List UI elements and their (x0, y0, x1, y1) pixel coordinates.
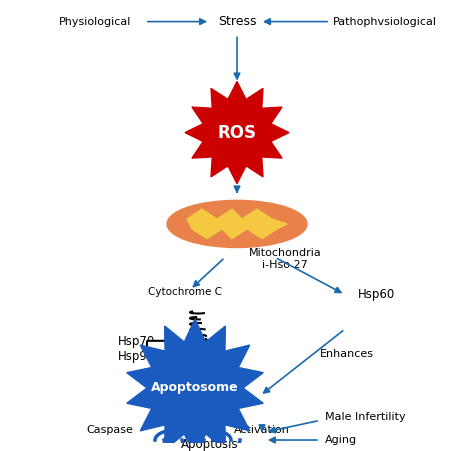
Text: Apaf 1: Apaf 1 (182, 347, 218, 357)
Text: Stress: Stress (218, 15, 256, 28)
Ellipse shape (167, 200, 307, 248)
Text: Male Infertility: Male Infertility (325, 412, 406, 423)
Text: Pathophvsiological: Pathophvsiological (333, 17, 437, 27)
Polygon shape (185, 82, 289, 184)
Text: Apoptosome: Apoptosome (151, 382, 239, 395)
Text: Hsp60: Hsp60 (358, 288, 395, 301)
Polygon shape (195, 339, 207, 365)
Text: Cytochrome C: Cytochrome C (148, 287, 222, 297)
Text: Caspase: Caspase (87, 425, 134, 435)
Text: Mitochondria: Mitochondria (249, 249, 321, 258)
Text: i-Hso 27: i-Hso 27 (262, 260, 308, 270)
Text: Physiological: Physiological (59, 17, 131, 27)
FancyBboxPatch shape (147, 341, 179, 353)
Text: Aging: Aging (325, 435, 357, 445)
Polygon shape (127, 319, 263, 451)
Text: Enhances: Enhances (320, 349, 374, 359)
Text: Hsp90: Hsp90 (118, 350, 155, 363)
Text: ROS: ROS (218, 124, 256, 142)
Text: Cascade: Cascade (166, 425, 214, 435)
Text: Apoptosis: Apoptosis (181, 438, 239, 451)
Text: Hsp70: Hsp70 (118, 335, 155, 348)
Text: Activation: Activation (234, 425, 290, 435)
Polygon shape (187, 209, 287, 239)
